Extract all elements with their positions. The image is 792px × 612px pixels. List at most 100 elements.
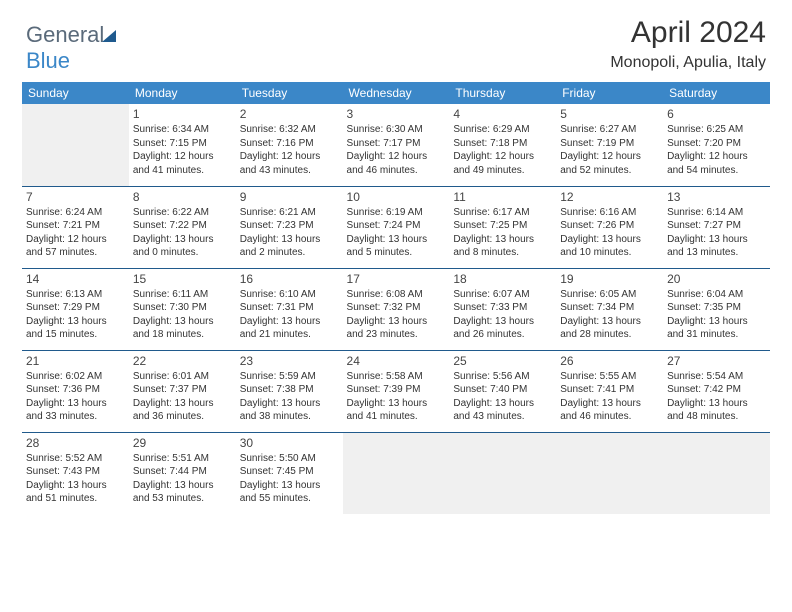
- daylight-line: Daylight: 12 hours and 46 minutes.: [347, 150, 446, 177]
- day-number: 4: [453, 106, 552, 122]
- day-number: 13: [667, 189, 766, 205]
- day-header: Monday: [129, 82, 236, 104]
- sunset-line: Sunset: 7:29 PM: [26, 301, 125, 315]
- day-number: 9: [240, 189, 339, 205]
- sunrise-line: Sunrise: 6:34 AM: [133, 123, 232, 137]
- day-number: 25: [453, 353, 552, 369]
- sunset-line: Sunset: 7:30 PM: [133, 301, 232, 315]
- calendar-day-cell: 4Sunrise: 6:29 AMSunset: 7:18 PMDaylight…: [449, 104, 556, 186]
- daylight-line: Daylight: 13 hours and 53 minutes.: [133, 479, 232, 506]
- sunrise-line: Sunrise: 6:11 AM: [133, 288, 232, 302]
- calendar-day-cell: 24Sunrise: 5:58 AMSunset: 7:39 PMDayligh…: [343, 350, 450, 432]
- daylight-line: Daylight: 13 hours and 26 minutes.: [453, 315, 552, 342]
- daylight-line: Daylight: 12 hours and 41 minutes.: [133, 150, 232, 177]
- sunrise-line: Sunrise: 5:54 AM: [667, 370, 766, 384]
- day-number: 30: [240, 435, 339, 451]
- daylight-line: Daylight: 13 hours and 28 minutes.: [560, 315, 659, 342]
- sunset-line: Sunset: 7:34 PM: [560, 301, 659, 315]
- day-header: Wednesday: [343, 82, 450, 104]
- daylight-line: Daylight: 13 hours and 13 minutes.: [667, 233, 766, 260]
- daylight-line: Daylight: 13 hours and 21 minutes.: [240, 315, 339, 342]
- logo: General Blue: [26, 22, 116, 74]
- daylight-line: Daylight: 13 hours and 31 minutes.: [667, 315, 766, 342]
- day-number: 2: [240, 106, 339, 122]
- sunset-line: Sunset: 7:27 PM: [667, 219, 766, 233]
- daylight-line: Daylight: 13 hours and 51 minutes.: [26, 479, 125, 506]
- sunrise-line: Sunrise: 6:14 AM: [667, 206, 766, 220]
- calendar-day-cell: 10Sunrise: 6:19 AMSunset: 7:24 PMDayligh…: [343, 186, 450, 268]
- sunrise-line: Sunrise: 6:13 AM: [26, 288, 125, 302]
- sunset-line: Sunset: 7:37 PM: [133, 383, 232, 397]
- day-number: 14: [26, 271, 125, 287]
- sunset-line: Sunset: 7:44 PM: [133, 465, 232, 479]
- sunset-line: Sunset: 7:31 PM: [240, 301, 339, 315]
- calendar-day-cell: 30Sunrise: 5:50 AMSunset: 7:45 PMDayligh…: [236, 432, 343, 514]
- daylight-line: Daylight: 12 hours and 57 minutes.: [26, 233, 125, 260]
- calendar-day-cell: 11Sunrise: 6:17 AMSunset: 7:25 PMDayligh…: [449, 186, 556, 268]
- day-number: 11: [453, 189, 552, 205]
- daylight-line: Daylight: 13 hours and 48 minutes.: [667, 397, 766, 424]
- day-number: 20: [667, 271, 766, 287]
- calendar-day-cell: 15Sunrise: 6:11 AMSunset: 7:30 PMDayligh…: [129, 268, 236, 350]
- daylight-line: Daylight: 13 hours and 15 minutes.: [26, 315, 125, 342]
- day-header: Friday: [556, 82, 663, 104]
- calendar-table: SundayMondayTuesdayWednesdayThursdayFrid…: [22, 82, 770, 514]
- sunrise-line: Sunrise: 6:24 AM: [26, 206, 125, 220]
- daylight-line: Daylight: 13 hours and 46 minutes.: [560, 397, 659, 424]
- day-header: Saturday: [663, 82, 770, 104]
- calendar-day-cell: 13Sunrise: 6:14 AMSunset: 7:27 PMDayligh…: [663, 186, 770, 268]
- day-number: 18: [453, 271, 552, 287]
- day-number: 15: [133, 271, 232, 287]
- calendar-day-cell: 14Sunrise: 6:13 AMSunset: 7:29 PMDayligh…: [22, 268, 129, 350]
- daylight-line: Daylight: 12 hours and 54 minutes.: [667, 150, 766, 177]
- calendar-day-cell: 23Sunrise: 5:59 AMSunset: 7:38 PMDayligh…: [236, 350, 343, 432]
- sunrise-line: Sunrise: 6:01 AM: [133, 370, 232, 384]
- calendar-day-cell: 27Sunrise: 5:54 AMSunset: 7:42 PMDayligh…: [663, 350, 770, 432]
- sunrise-line: Sunrise: 6:17 AM: [453, 206, 552, 220]
- page-title: April 2024: [631, 16, 766, 50]
- day-number: 29: [133, 435, 232, 451]
- day-number: 16: [240, 271, 339, 287]
- daylight-line: Daylight: 13 hours and 10 minutes.: [560, 233, 659, 260]
- day-number: 23: [240, 353, 339, 369]
- sunset-line: Sunset: 7:16 PM: [240, 137, 339, 151]
- sunrise-line: Sunrise: 6:22 AM: [133, 206, 232, 220]
- calendar-day-cell: 2Sunrise: 6:32 AMSunset: 7:16 PMDaylight…: [236, 104, 343, 186]
- sunrise-line: Sunrise: 6:25 AM: [667, 123, 766, 137]
- daylight-line: Daylight: 13 hours and 0 minutes.: [133, 233, 232, 260]
- day-number: 22: [133, 353, 232, 369]
- sunrise-line: Sunrise: 6:21 AM: [240, 206, 339, 220]
- sunset-line: Sunset: 7:20 PM: [667, 137, 766, 151]
- day-number: 1: [133, 106, 232, 122]
- sunrise-line: Sunrise: 6:08 AM: [347, 288, 446, 302]
- calendar-day-cell: 5Sunrise: 6:27 AMSunset: 7:19 PMDaylight…: [556, 104, 663, 186]
- day-number: 21: [26, 353, 125, 369]
- sunset-line: Sunset: 7:15 PM: [133, 137, 232, 151]
- sunset-line: Sunset: 7:22 PM: [133, 219, 232, 233]
- sunrise-line: Sunrise: 5:55 AM: [560, 370, 659, 384]
- logo-triangle-icon: [102, 30, 116, 42]
- sunrise-line: Sunrise: 5:51 AM: [133, 452, 232, 466]
- daylight-line: Daylight: 13 hours and 41 minutes.: [347, 397, 446, 424]
- calendar-blank-cell: [663, 432, 770, 514]
- calendar-day-cell: 3Sunrise: 6:30 AMSunset: 7:17 PMDaylight…: [343, 104, 450, 186]
- calendar-day-cell: 6Sunrise: 6:25 AMSunset: 7:20 PMDaylight…: [663, 104, 770, 186]
- calendar-day-cell: 28Sunrise: 5:52 AMSunset: 7:43 PMDayligh…: [22, 432, 129, 514]
- daylight-line: Daylight: 13 hours and 18 minutes.: [133, 315, 232, 342]
- calendar-day-cell: 19Sunrise: 6:05 AMSunset: 7:34 PMDayligh…: [556, 268, 663, 350]
- sunset-line: Sunset: 7:45 PM: [240, 465, 339, 479]
- sunrise-line: Sunrise: 5:58 AM: [347, 370, 446, 384]
- sunrise-line: Sunrise: 5:59 AM: [240, 370, 339, 384]
- sunset-line: Sunset: 7:21 PM: [26, 219, 125, 233]
- day-number: 8: [133, 189, 232, 205]
- day-number: 19: [560, 271, 659, 287]
- daylight-line: Daylight: 13 hours and 36 minutes.: [133, 397, 232, 424]
- calendar-day-cell: 29Sunrise: 5:51 AMSunset: 7:44 PMDayligh…: [129, 432, 236, 514]
- day-number: 6: [667, 106, 766, 122]
- calendar-day-cell: 7Sunrise: 6:24 AMSunset: 7:21 PMDaylight…: [22, 186, 129, 268]
- sunset-line: Sunset: 7:25 PM: [453, 219, 552, 233]
- sunset-line: Sunset: 7:32 PM: [347, 301, 446, 315]
- daylight-line: Daylight: 13 hours and 55 minutes.: [240, 479, 339, 506]
- day-header: Thursday: [449, 82, 556, 104]
- daylight-line: Daylight: 12 hours and 52 minutes.: [560, 150, 659, 177]
